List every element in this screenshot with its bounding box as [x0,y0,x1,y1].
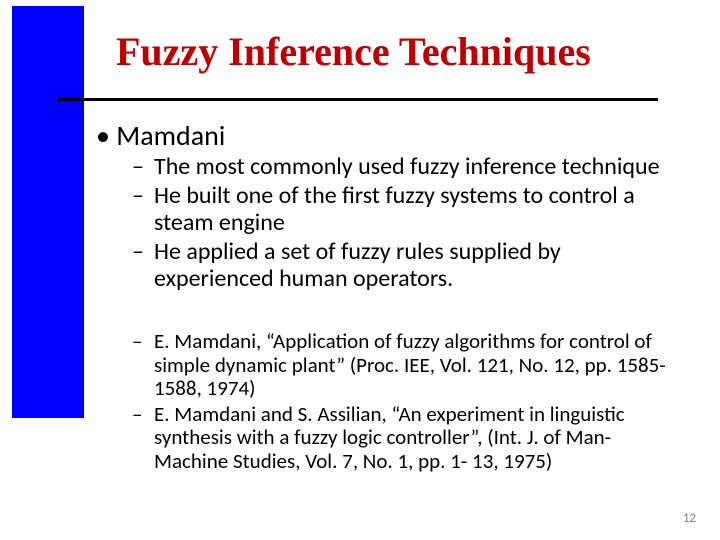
sub-bullet: –The most commonly used fuzzy inference … [132,154,670,181]
horizontal-rule [58,98,658,101]
dash-icon: – [132,239,144,266]
dash-icon: – [132,403,142,427]
dash-icon: – [132,330,142,354]
page-number: 12 [683,511,696,526]
sub-bullet-text: E. Mamdani and S. Assilian, “An experime… [154,401,625,474]
bullet-group-a: –The most commonly used fuzzy inference … [132,154,670,294]
sub-bullet-text: E. Mamdani, “Application of fuzzy algori… [154,328,666,401]
blue-sidebar [12,6,84,418]
slide-title: Fuzzy Inference Techniques [116,28,591,75]
sub-bullet: –He built one of the first fuzzy systems… [132,183,670,237]
dash-icon: – [132,154,144,181]
sub-bullet-text: The most commonly used fuzzy inference t… [154,152,660,181]
sub-bullet-text: He applied a set of fuzzy rules supplied… [154,237,561,293]
sub-bullet: –E. Mamdani and S. Assilian, “An experim… [132,403,670,474]
sub-bullet: –E. Mamdani, “Application of fuzzy algor… [132,330,670,401]
bullet-level1: • Mamdani [96,118,225,153]
bullet-marker: • [96,118,110,153]
bullet-group-b: –E. Mamdani, “Application of fuzzy algor… [132,330,670,475]
slide: Fuzzy Inference Techniques • Mamdani –Th… [0,0,720,540]
bullet-text: Mamdani [116,118,225,153]
sub-bullet-text: He built one of the first fuzzy systems … [154,181,635,237]
dash-icon: – [132,183,144,210]
sub-bullet: –He applied a set of fuzzy rules supplie… [132,239,670,293]
